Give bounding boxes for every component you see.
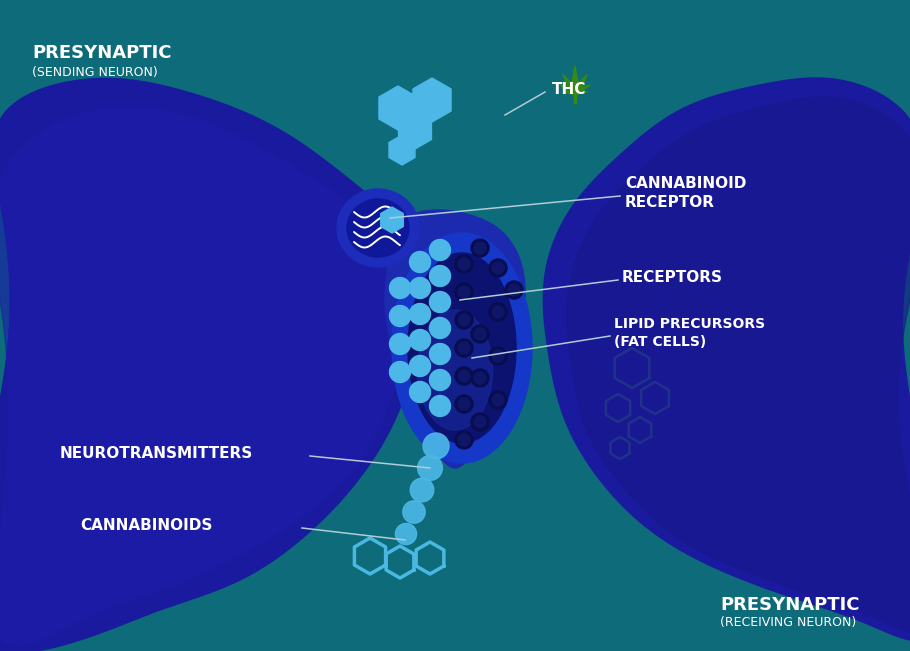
Circle shape: [492, 350, 504, 362]
Circle shape: [430, 240, 450, 260]
Polygon shape: [385, 210, 525, 468]
Circle shape: [430, 292, 450, 312]
Circle shape: [474, 242, 486, 254]
Circle shape: [430, 370, 450, 391]
Polygon shape: [0, 79, 421, 651]
Circle shape: [455, 367, 473, 385]
Ellipse shape: [347, 199, 409, 257]
Ellipse shape: [408, 253, 516, 443]
Circle shape: [430, 318, 450, 339]
Polygon shape: [567, 97, 910, 632]
Circle shape: [410, 478, 434, 502]
Text: LIPID PRECURSORS
(FAT CELLS): LIPID PRECURSORS (FAT CELLS): [614, 317, 765, 349]
Polygon shape: [389, 135, 415, 165]
Circle shape: [418, 456, 442, 480]
Circle shape: [508, 284, 520, 296]
Ellipse shape: [418, 310, 492, 430]
Polygon shape: [399, 111, 431, 149]
Text: (SENDING NEURON): (SENDING NEURON): [32, 66, 157, 79]
Polygon shape: [560, 85, 576, 95]
Ellipse shape: [392, 233, 532, 463]
Polygon shape: [575, 90, 588, 94]
Circle shape: [489, 303, 507, 321]
Circle shape: [410, 251, 430, 273]
Circle shape: [458, 370, 470, 382]
Circle shape: [455, 395, 473, 413]
Text: PRESYNAPTIC: PRESYNAPTIC: [32, 44, 171, 62]
Circle shape: [403, 501, 425, 523]
Text: PRESYNAPTIC: PRESYNAPTIC: [720, 596, 860, 614]
Circle shape: [455, 311, 473, 329]
Circle shape: [471, 239, 489, 257]
Circle shape: [410, 277, 430, 299]
Polygon shape: [0, 107, 405, 646]
Circle shape: [396, 523, 417, 545]
Circle shape: [458, 434, 470, 446]
Text: NEUROTRANSMITTERS: NEUROTRANSMITTERS: [60, 447, 253, 462]
Polygon shape: [413, 78, 451, 122]
Polygon shape: [562, 74, 578, 94]
Text: CANNABINOIDS: CANNABINOIDS: [80, 518, 212, 534]
Polygon shape: [562, 90, 575, 94]
Circle shape: [455, 431, 473, 449]
Polygon shape: [380, 207, 403, 233]
Circle shape: [389, 333, 410, 355]
Text: CANNABINOID
RECEPTOR: CANNABINOID RECEPTOR: [625, 176, 746, 210]
Circle shape: [410, 381, 430, 402]
Circle shape: [410, 355, 430, 376]
Circle shape: [423, 433, 449, 459]
Circle shape: [458, 286, 470, 298]
Circle shape: [389, 361, 410, 383]
Circle shape: [430, 266, 450, 286]
Polygon shape: [543, 78, 910, 641]
Circle shape: [471, 325, 489, 343]
Circle shape: [455, 255, 473, 273]
Text: RECEPTORS: RECEPTORS: [622, 271, 723, 286]
Circle shape: [474, 372, 486, 384]
Circle shape: [430, 396, 450, 417]
Circle shape: [458, 314, 470, 326]
Polygon shape: [573, 85, 591, 95]
Text: (RECEIVING NEURON): (RECEIVING NEURON): [720, 616, 856, 629]
Circle shape: [505, 281, 523, 299]
Circle shape: [471, 369, 489, 387]
Polygon shape: [379, 86, 417, 130]
Polygon shape: [571, 74, 587, 94]
Circle shape: [489, 347, 507, 365]
Circle shape: [458, 258, 470, 270]
Circle shape: [410, 329, 430, 350]
Circle shape: [458, 398, 470, 410]
Circle shape: [492, 262, 504, 274]
Text: THC: THC: [552, 81, 586, 96]
Circle shape: [492, 394, 504, 406]
Ellipse shape: [337, 189, 419, 267]
Circle shape: [430, 344, 450, 365]
Circle shape: [489, 391, 507, 409]
Circle shape: [471, 413, 489, 431]
Circle shape: [474, 328, 486, 340]
Circle shape: [410, 303, 430, 324]
Circle shape: [389, 305, 410, 327]
Polygon shape: [571, 66, 580, 92]
Circle shape: [492, 306, 504, 318]
Circle shape: [458, 342, 470, 354]
Circle shape: [489, 259, 507, 277]
Circle shape: [389, 277, 410, 299]
Circle shape: [455, 283, 473, 301]
Circle shape: [455, 339, 473, 357]
Circle shape: [474, 416, 486, 428]
